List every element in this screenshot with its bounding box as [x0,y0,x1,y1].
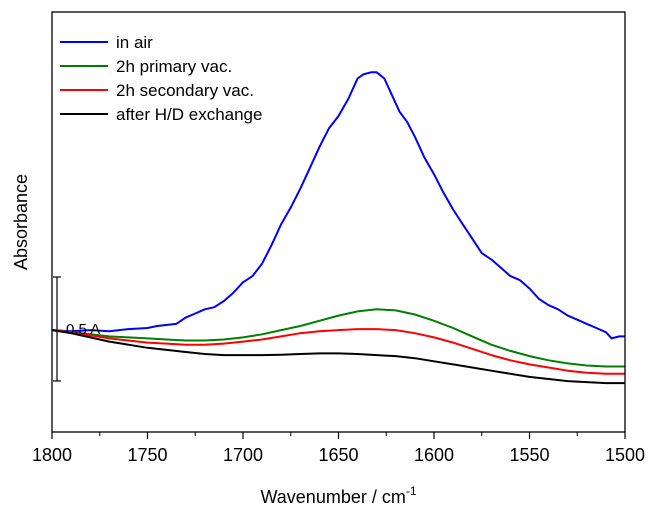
series-layer [52,71,625,385]
legend-label: 2h secondary vac. [116,81,254,100]
scale-bar: 0.5 A [53,276,100,382]
x-tick-label: 1700 [223,445,263,465]
legend-label: 2h primary vac. [116,57,232,76]
scale-bar-label: 0.5 A [66,321,100,338]
x-tick-label: 1550 [509,445,549,465]
x-tick-label: 1650 [318,445,358,465]
y-axis-title: Absorbance [11,174,31,270]
series-line-1 [52,308,625,368]
x-tick-label: 1750 [127,445,167,465]
legend-label: after H/D exchange [116,105,262,124]
x-axis-title: Wavenumber / cm-1 [260,484,416,507]
legend: in air 2h primary vac. 2h secondary vac. af… [60,33,262,124]
x-tick-label: 1600 [414,445,454,465]
x-tick-label: 1500 [605,445,645,465]
series-line-0 [52,71,625,340]
x-axis-ticks: 1800 1750 1700 1650 1600 1550 1500 [32,432,645,465]
x-axis-title-text: Wavenumber / cm [260,487,405,507]
legend-label: in air [116,33,153,52]
series-line-2 [52,328,625,375]
x-axis-title-superscript: -1 [406,484,417,498]
x-tick-label: 1800 [32,445,72,465]
series-line-3 [52,329,625,385]
